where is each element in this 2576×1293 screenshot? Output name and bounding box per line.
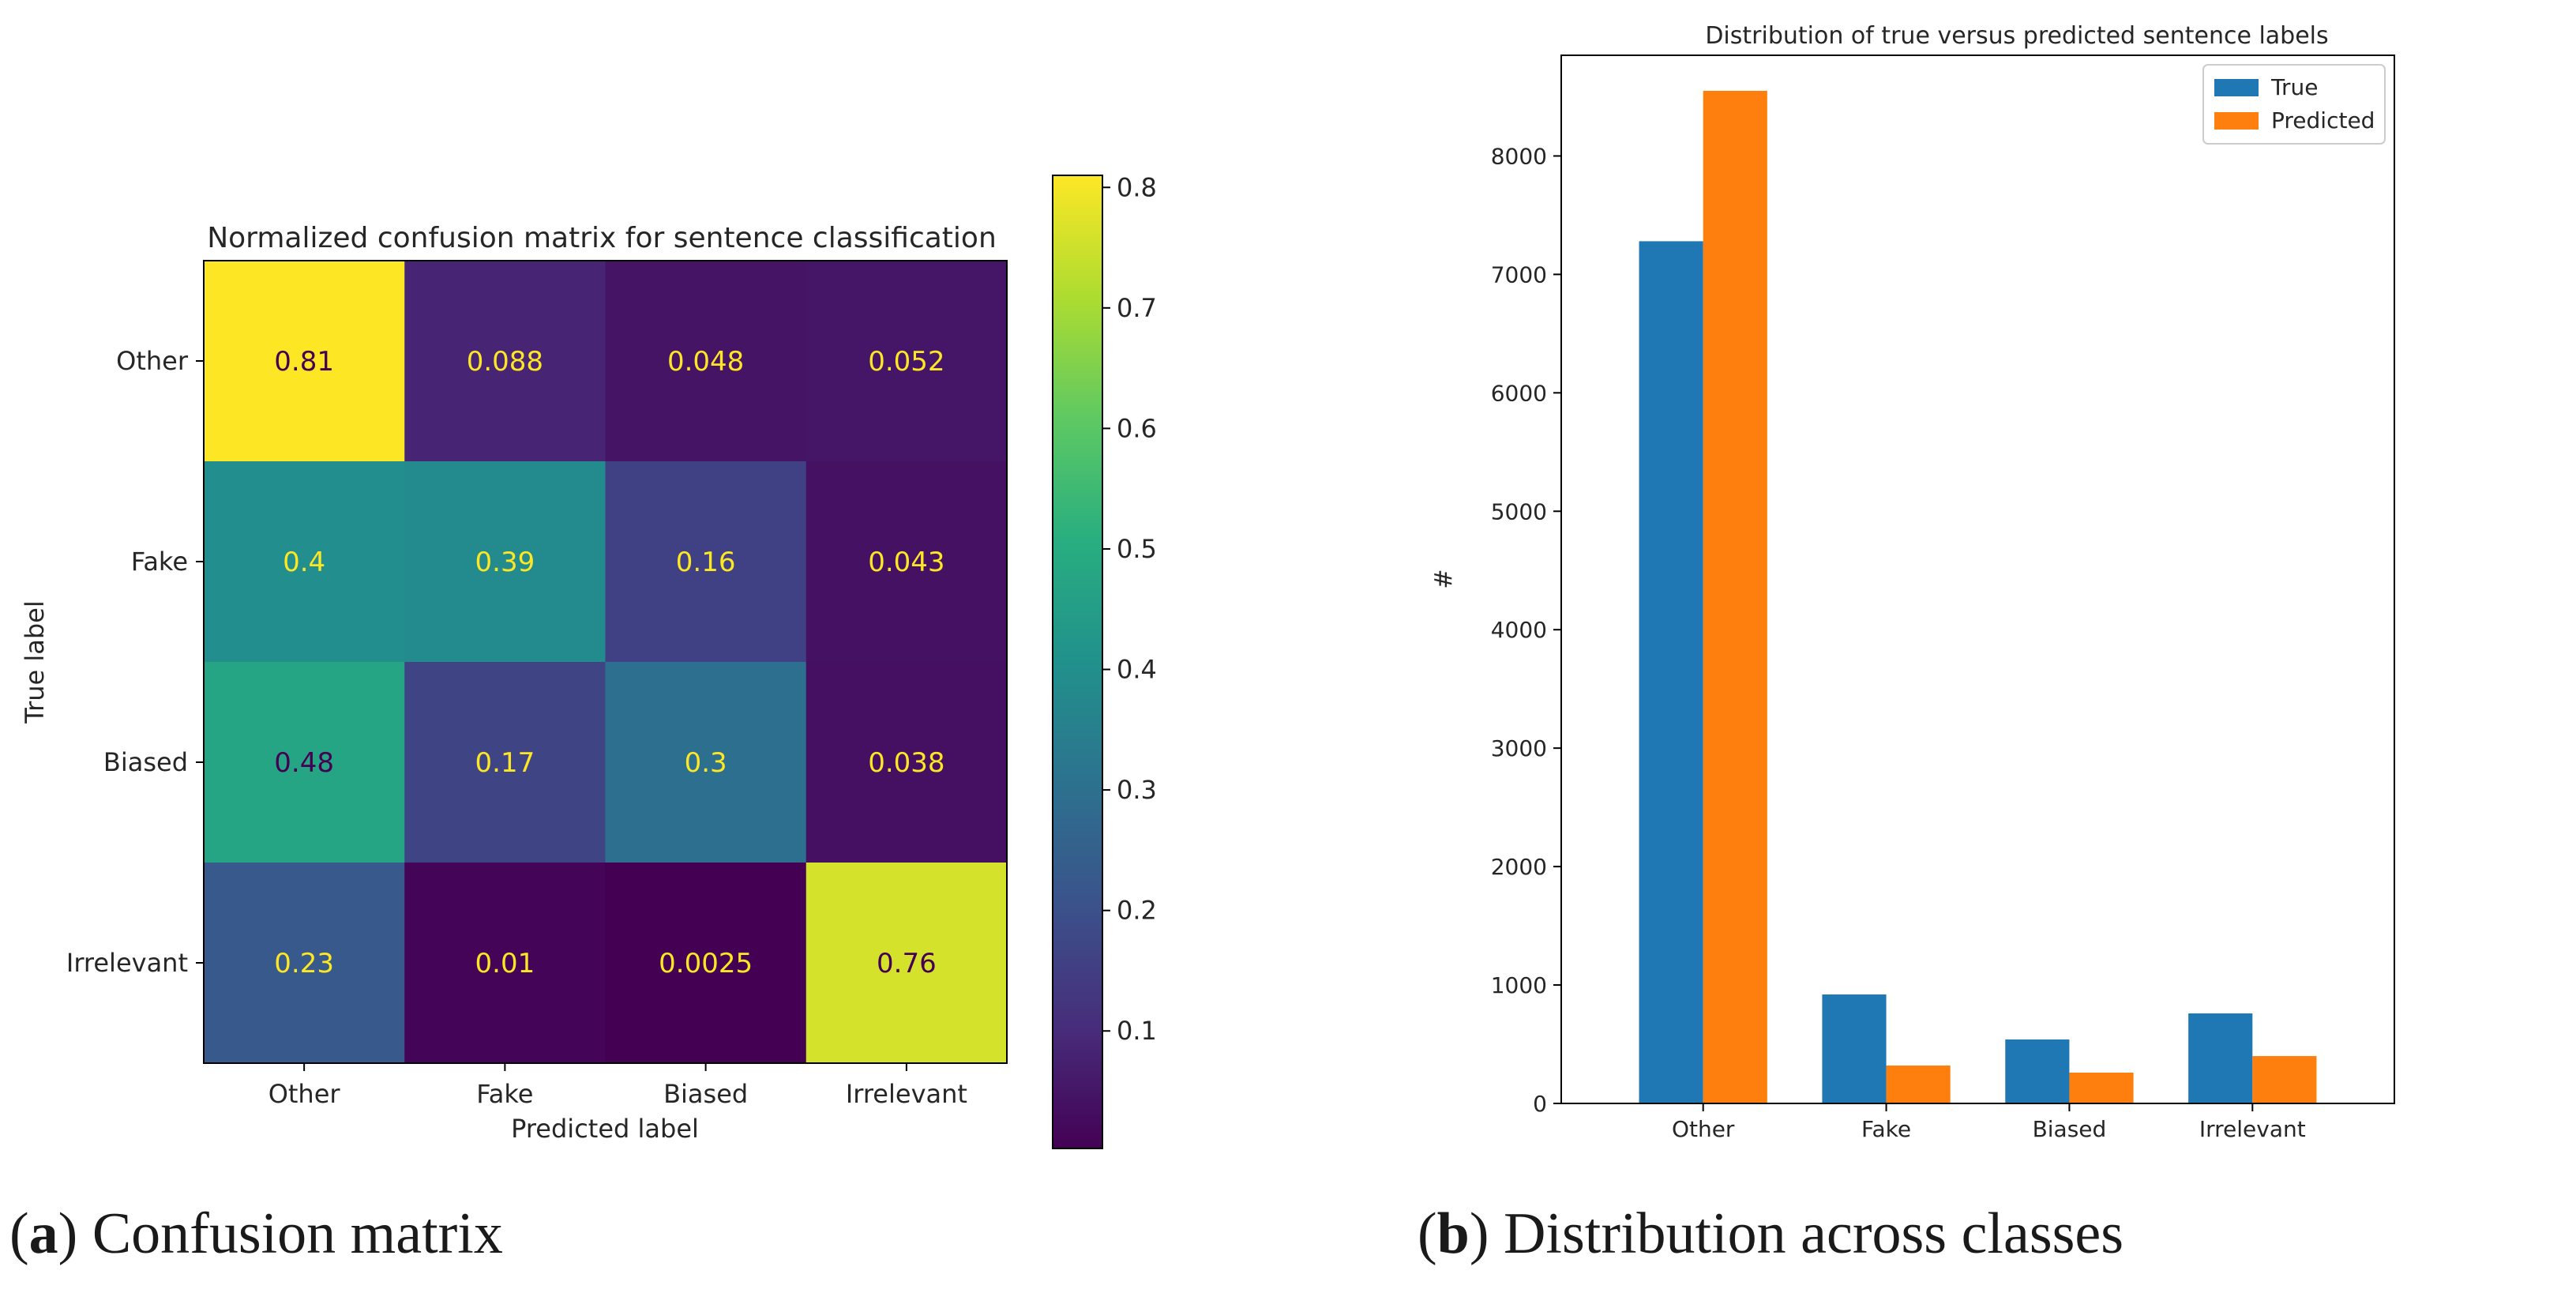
bar-predicted — [2252, 1056, 2317, 1103]
cm-cell — [404, 863, 606, 1064]
colorbar-tick-label: 0.5 — [1117, 534, 1157, 564]
bar-xtick-label: Fake — [1861, 1116, 1911, 1142]
cm-xtick-label: Fake — [476, 1079, 533, 1109]
colorbar-tick-label: 0.2 — [1117, 896, 1157, 926]
bar-xtick-label: Biased — [2033, 1116, 2107, 1142]
colorbar-tick-label: 0.7 — [1117, 293, 1157, 323]
bar-ytick-label: 2000 — [1491, 854, 1547, 880]
colorbar-gradient — [1052, 175, 1103, 1149]
cm-cell — [204, 461, 405, 663]
bar-ytick-label: 4000 — [1491, 617, 1547, 643]
cm-cell — [404, 261, 606, 462]
cm-cell — [605, 662, 807, 863]
cm-cell-label: 0.052 — [868, 346, 944, 378]
confusion-matrix-chart: Normalized confusion matrix for sentence… — [20, 222, 1008, 1144]
cm-cell — [805, 461, 1008, 663]
colorbar-chart: 0.1 0.2 0.3 0.4 0.5 0.6 0.7 0.8 — [1052, 172, 1157, 1149]
cm-xtick-label: Biased — [663, 1079, 748, 1109]
bar-ytick-label: 0 — [1533, 1091, 1547, 1117]
cm-ylabel: True label — [20, 600, 50, 724]
cm-cell-label: 0.048 — [667, 346, 744, 378]
cm-cell — [204, 662, 405, 863]
cm-cell-label: 0.3 — [685, 747, 727, 779]
cm-cell-label: 0.01 — [475, 948, 535, 979]
cm-cell — [605, 863, 807, 1064]
legend-label: Predicted — [2271, 107, 2375, 133]
bar-ytick-label: 8000 — [1491, 143, 1547, 169]
cm-ytick-label: Irrelevant — [66, 948, 188, 978]
bar-true — [1822, 994, 1887, 1103]
cm-ytick-label: Fake — [131, 547, 188, 577]
cm-cell-label: 0.17 — [475, 747, 535, 779]
bar-predicted — [1703, 90, 1767, 1104]
bar-true — [2188, 1013, 2253, 1103]
bar-true — [1639, 241, 1703, 1104]
distribution-bar-chart: Distribution of true versus predicted se… — [1430, 22, 2395, 1142]
legend-label: True — [2270, 74, 2318, 100]
cm-cell — [605, 461, 807, 663]
legend-swatch — [2214, 112, 2259, 130]
legend-swatch — [2214, 79, 2259, 96]
cm-cell-label: 0.0025 — [659, 948, 753, 979]
bar-legend: True Predicted — [2202, 64, 2386, 145]
bar-true — [2005, 1039, 2070, 1103]
cm-ytick-label: Biased — [103, 747, 188, 777]
cm-xtick-label: Other — [268, 1079, 341, 1109]
cm-cell-label: 0.39 — [475, 547, 535, 578]
caption-a-text: Confusion matrix — [92, 1201, 503, 1266]
bar-ytick-label: 3000 — [1491, 735, 1547, 761]
bar-xtick-label: Other — [1672, 1116, 1735, 1142]
cm-cell-label: 0.23 — [274, 948, 334, 979]
caption-a: (a) Confusion matrix — [9, 1201, 503, 1266]
colorbar-tick-label: 0.1 — [1117, 1016, 1157, 1046]
bar-ytick-label: 5000 — [1491, 498, 1547, 524]
cm-cell — [404, 461, 606, 663]
bar-predicted — [1886, 1066, 1951, 1103]
cm-cell-label: 0.48 — [274, 747, 334, 779]
cm-cell — [204, 261, 405, 462]
cm-cell — [605, 261, 807, 462]
cm-cell — [805, 863, 1008, 1064]
bar-ylabel: # — [1430, 569, 1458, 588]
bar-ytick-label: 1000 — [1491, 972, 1547, 998]
cm-cell — [404, 662, 606, 863]
caption-b-label: b — [1436, 1201, 1470, 1266]
cm-cell-label: 0.4 — [283, 547, 325, 578]
cm-xlabel: Predicted label — [511, 1114, 699, 1144]
bar-xtick-label: Irrelevant — [2199, 1116, 2306, 1142]
bar-ytick-label: 7000 — [1491, 261, 1547, 288]
cm-cell-label: 0.76 — [877, 948, 937, 979]
caption-b-text: Distribution across classes — [1503, 1201, 2124, 1266]
cm-xtick-label: Irrelevant — [846, 1079, 967, 1109]
cm-title: Normalized confusion matrix for sentence… — [207, 222, 997, 254]
bar-predicted — [2069, 1073, 2134, 1103]
cm-cell-label: 0.088 — [467, 346, 543, 378]
cm-cell — [204, 863, 405, 1064]
bar-axes-frame — [1560, 55, 2395, 1104]
cm-cell — [805, 662, 1008, 863]
cm-cell — [805, 261, 1008, 462]
colorbar-tick-label: 0.3 — [1117, 775, 1157, 805]
cm-frame — [203, 260, 1008, 1064]
cm-cell-label: 0.81 — [274, 346, 334, 378]
bar-title: Distribution of true versus predicted se… — [1705, 22, 2328, 50]
bar-ytick-label: 6000 — [1491, 380, 1547, 406]
cm-cell-label: 0.16 — [676, 547, 736, 578]
cm-ytick-label: Other — [116, 346, 189, 376]
colorbar-tick-label: 0.8 — [1117, 172, 1157, 202]
colorbar-tick-label: 0.4 — [1117, 655, 1157, 685]
caption-a-label: a — [28, 1201, 58, 1266]
cm-cell-label: 0.038 — [868, 747, 944, 779]
caption-b: (b) Distribution across classes — [1418, 1201, 2124, 1266]
cm-cell-label: 0.043 — [868, 547, 944, 578]
colorbar-tick-label: 0.6 — [1117, 413, 1157, 443]
